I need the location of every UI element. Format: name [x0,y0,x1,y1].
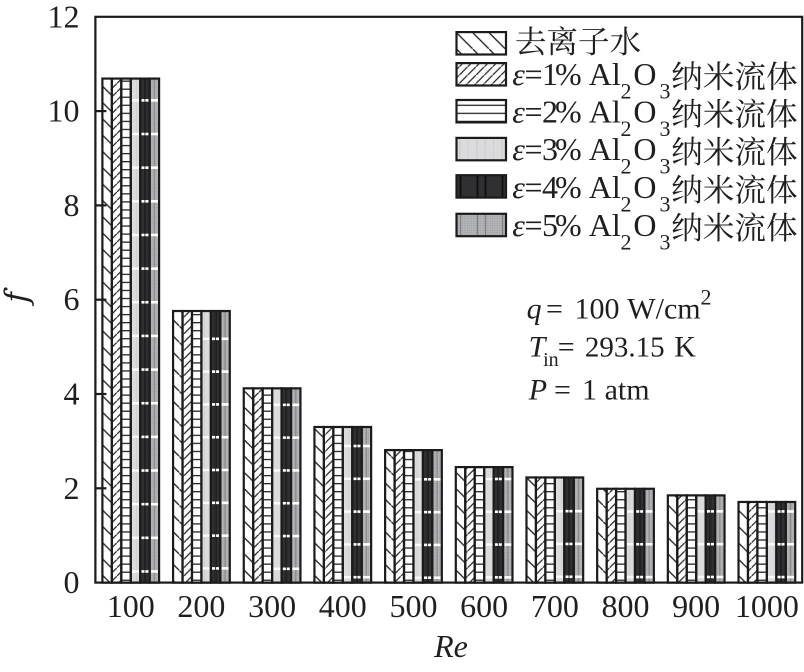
svg-text:Al: Al [589,207,621,243]
svg-text:Al: Al [589,93,621,129]
svg-text:200: 200 [177,588,225,624]
svg-text:3: 3 [660,116,671,141]
svg-text:600: 600 [460,588,508,624]
svg-text:ε: ε [512,93,525,129]
svg-text:3: 3 [660,78,671,103]
svg-text:Al: Al [589,56,621,92]
svg-text:%: % [555,207,582,243]
svg-text:T: T [529,331,548,364]
svg-text:%: % [555,169,582,205]
svg-text:0: 0 [64,564,80,600]
svg-text:=: = [525,131,543,167]
svg-text:2: 2 [621,78,632,103]
svg-text:800: 800 [602,588,650,624]
svg-text:293.15: 293.15 [585,332,665,364]
svg-text:Al: Al [589,131,621,167]
svg-text:1: 1 [542,56,558,92]
svg-text:8: 8 [64,187,80,223]
svg-text:2: 2 [621,154,632,179]
svg-text:O: O [633,131,656,167]
svg-text:P: P [528,374,547,407]
svg-text:in: in [543,349,559,371]
svg-text:400: 400 [319,588,367,624]
svg-text:4: 4 [542,169,558,205]
svg-text:q: q [527,293,542,326]
svg-text:3: 3 [660,192,671,217]
svg-text:%: % [555,131,582,167]
svg-text:2: 2 [64,470,80,506]
svg-text:K: K [674,331,696,364]
svg-text:12: 12 [48,0,80,34]
svg-text:5: 5 [542,207,558,243]
svg-text:O: O [633,93,656,129]
svg-text:3: 3 [542,131,558,167]
svg-text:2: 2 [701,285,712,310]
svg-text:700: 700 [531,588,579,624]
svg-text:ε: ε [512,131,525,167]
svg-text:1000: 1000 [735,588,799,624]
svg-text:6: 6 [64,281,80,317]
svg-text:2: 2 [621,192,632,217]
svg-text:2: 2 [621,230,632,255]
svg-text:atm: atm [605,374,650,407]
svg-text:2: 2 [621,116,632,141]
svg-text:=: = [554,374,571,407]
svg-text:2: 2 [542,93,558,129]
svg-text:%: % [555,93,582,129]
svg-text:100: 100 [575,293,620,326]
svg-text:=: = [558,331,575,364]
svg-text:=: = [546,293,563,326]
svg-text:=: = [525,93,543,129]
svg-text:%: % [555,56,582,92]
svg-text:100: 100 [107,588,155,624]
svg-text:ε: ε [512,169,525,205]
svg-text:=: = [525,207,543,243]
svg-text:Al: Al [589,169,621,205]
svg-text:1: 1 [582,374,597,407]
svg-text:W/cm: W/cm [627,293,700,326]
svg-text:O: O [633,207,656,243]
svg-text:10: 10 [48,93,80,129]
svg-text:300: 300 [248,588,296,624]
svg-text:=: = [525,169,543,205]
svg-text:ε: ε [512,207,525,243]
svg-text:3: 3 [660,154,671,179]
svg-text:900: 900 [672,588,720,624]
svg-text:500: 500 [389,588,437,624]
svg-text:4: 4 [64,376,80,412]
svg-text:O: O [633,56,656,92]
svg-text:3: 3 [660,230,671,255]
svg-text:=: = [525,56,543,92]
svg-text:Re: Re [433,628,468,664]
svg-text:O: O [633,169,656,205]
svg-text:ε: ε [512,56,525,92]
